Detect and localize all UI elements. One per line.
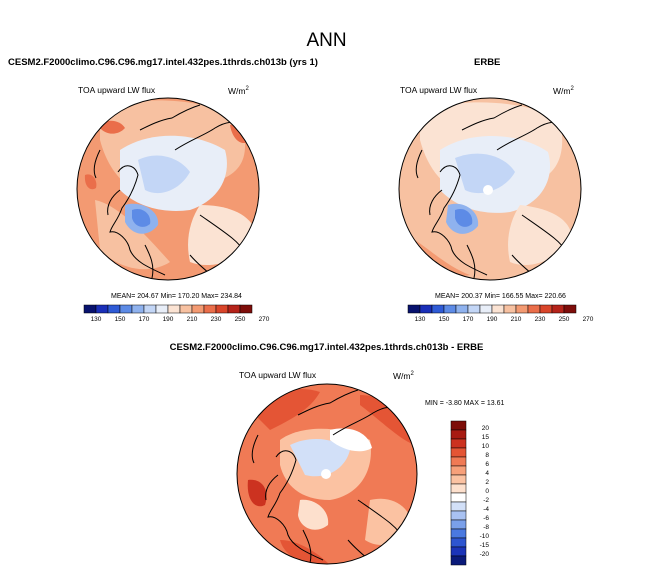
panel2-colorbar	[407, 304, 577, 314]
panel3-stats: MIN = -3.80 MAX = 13.61	[425, 400, 505, 407]
panel2-colorbar-box	[443, 304, 457, 314]
panel3-colorbar-box	[450, 447, 467, 458]
panel3-colorbar-tick-label: 4	[485, 470, 489, 477]
panel3-colorbar-tick-label: -20	[479, 551, 489, 558]
panel3-colorbar-tick-label: -8	[483, 524, 489, 531]
panel2-map	[399, 98, 581, 280]
panel3-colorbar-box	[450, 456, 467, 467]
panel3-colorbar-box	[450, 492, 467, 503]
panel1-colorbar-box	[155, 304, 169, 314]
panel1-colorbar-box	[143, 304, 157, 314]
panel1-colorbar-box	[95, 304, 109, 314]
panel1-colorbar-tick-label: 170	[138, 316, 150, 323]
panel1-colorbar-box	[83, 304, 97, 314]
panel3-colorbar-box	[450, 474, 467, 485]
panel3-colorbar-box	[450, 438, 467, 449]
panel2-colorbar-box	[407, 304, 421, 314]
panel2-colorbar-box	[551, 304, 565, 314]
panel2-colorbar-box	[419, 304, 433, 314]
panel2-units: W/m2	[553, 86, 574, 96]
panel2-colorbar-tick-label: 210	[510, 316, 522, 323]
panel1-colorbar-box	[131, 304, 145, 314]
panel3-colorbar-tick-label: 2	[485, 479, 489, 486]
panel1-colorbar-box	[215, 304, 229, 314]
panel3-colorbar-tick-label: 10	[481, 443, 489, 450]
panel3-colorbar-box	[450, 555, 467, 566]
panel2-stats: MEAN= 200.37 Min= 166.55 Max= 220.66	[435, 293, 566, 300]
panel3-colorbar	[450, 420, 467, 566]
figure-title: ANN	[306, 30, 347, 51]
panel3-colorbar-tick-label: -2	[483, 497, 489, 504]
panel2-colorbar-box	[455, 304, 469, 314]
panel2-colorbar-box	[515, 304, 529, 314]
panel2-colorbar-tick-label: 190	[486, 316, 498, 323]
panel3-colorbar-tick-label: -10	[479, 533, 489, 540]
panel1-colorbar-box	[191, 304, 205, 314]
panel2-run-label: ERBE	[474, 57, 501, 68]
panel3-colorbar-tick-label: 0	[485, 488, 489, 495]
panel2-colorbar-tick-label: 130	[414, 316, 426, 323]
panel3-colorbar-tick-label: 8	[485, 452, 489, 459]
panel1-colorbar-tick-label: 150	[114, 316, 126, 323]
panel1-colorbar-tick-label: 210	[186, 316, 198, 323]
panel1-colorbar-tick-label: 130	[90, 316, 102, 323]
panel3-colorbar-tick-label: -15	[479, 542, 489, 549]
panel1-colorbar-box	[179, 304, 193, 314]
panel2-variable-label: TOA upward LW flux	[400, 85, 478, 95]
panel3-run-label: CESM2.F2000climo.C96.C96.mg17.intel.432p…	[169, 342, 484, 353]
panel3-colorbar-tick-label: 6	[485, 461, 489, 468]
panel3-map	[237, 384, 417, 564]
panel1-run-label: CESM2.F2000climo.C96.C96.mg17.intel.432p…	[8, 57, 318, 68]
panel1-colorbar-box	[203, 304, 217, 314]
panel1-colorbar-box	[119, 304, 133, 314]
panel2-colorbar-box	[527, 304, 541, 314]
panel2-colorbar-tick-label: 150	[438, 316, 450, 323]
panel3-colorbar-box	[450, 420, 467, 431]
panel3-colorbar-box	[450, 528, 467, 539]
panel2-colorbar-box	[503, 304, 517, 314]
panel3-colorbar-tick-label: 20	[481, 425, 489, 432]
panel1-colorbar-box	[167, 304, 181, 314]
panel2-colorbar-box	[431, 304, 445, 314]
panel3-colorbar-box	[450, 546, 467, 557]
panel3-colorbar-box	[450, 519, 467, 530]
panel3-colorbar-box	[450, 510, 467, 521]
panel2-colorbar-box	[563, 304, 577, 314]
panel3-variable-label: TOA upward LW flux	[239, 370, 317, 380]
panel1-colorbar-box	[239, 304, 253, 314]
panel1-colorbar-tick-label: 230	[210, 316, 222, 323]
panel3-colorbar-tick-label: -4	[483, 506, 489, 513]
panel3-units: W/m2	[393, 371, 414, 381]
panel2-colorbar-tick-label: 270	[582, 316, 594, 323]
panel2-colorbar-box	[539, 304, 553, 314]
panel3-colorbar-box	[450, 501, 467, 512]
panel3-colorbar-tick-label: -6	[483, 515, 489, 522]
panel2-colorbar-box	[479, 304, 493, 314]
panel1-colorbar-tick-label: 270	[258, 316, 270, 323]
panel2-colorbar-tick-label: 170	[462, 316, 474, 323]
panel3-colorbar-box	[450, 483, 467, 494]
panel2-colorbar-box	[491, 304, 505, 314]
panel3-colorbar-box	[450, 537, 467, 548]
panel1-colorbar	[83, 304, 253, 314]
panel1-variable-label: TOA upward LW flux	[78, 85, 156, 95]
panel1-colorbar-tick-label: 250	[234, 316, 246, 323]
panel3-colorbar-tick-label: 15	[481, 434, 489, 441]
panel2-colorbar-tick-label: 250	[558, 316, 570, 323]
panel1-map	[77, 98, 259, 280]
panel1-units: W/m2	[228, 86, 249, 96]
panel1-colorbar-box	[107, 304, 121, 314]
panel2-colorbar-box	[467, 304, 481, 314]
panel1-colorbar-box	[227, 304, 241, 314]
panel2-colorbar-tick-label: 230	[534, 316, 546, 323]
panel1-stats: MEAN= 204.67 Min= 170.20 Max= 234.84	[111, 293, 242, 300]
panel3-colorbar-box	[450, 429, 467, 440]
panel3-colorbar-box	[450, 465, 467, 476]
panel1-colorbar-tick-label: 190	[162, 316, 174, 323]
